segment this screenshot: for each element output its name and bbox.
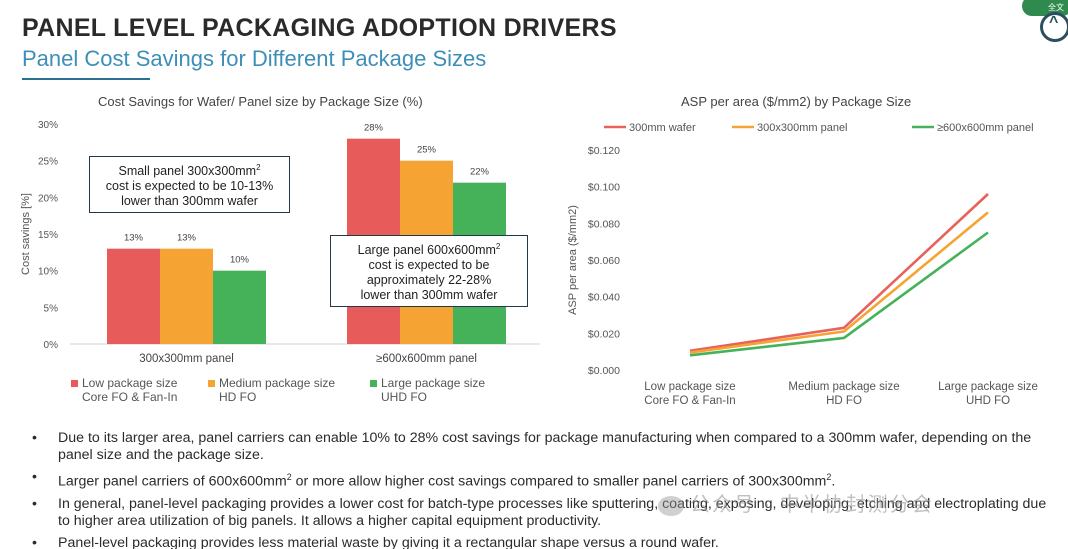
bullet-symbol: • — [32, 495, 37, 512]
wechat-icon — [658, 495, 684, 516]
legend-low-package: Low package size Core FO & Fan-In — [71, 376, 177, 404]
legend-swatch-red — [71, 380, 78, 387]
series-line — [689, 231, 989, 357]
chevron-up-icon: ^ — [1049, 14, 1059, 31]
legend-swatch-green — [370, 380, 377, 387]
y-tick-label: 30% — [38, 120, 58, 131]
y-tick-label: 5% — [44, 303, 59, 314]
x-category-label: Large package size — [938, 381, 1038, 393]
bar-data-label: 25% — [417, 145, 437, 156]
bullet-symbol: • — [32, 534, 37, 549]
page-subtitle: Panel Cost Savings for Different Package… — [22, 46, 487, 71]
y-tick-label: $0.120 — [588, 145, 620, 157]
legend-label: ≥600x600mm panel — [937, 122, 1034, 134]
y-tick-label: $0.100 — [588, 182, 620, 194]
y-axis-label: ASP per area ($/mm2) — [567, 205, 579, 315]
x-category-label: Medium package size — [788, 381, 899, 393]
legend-label: 300mm wafer — [629, 122, 696, 134]
x-category-label: Core FO & Fan-In — [644, 395, 735, 407]
x-category-label: 300x300mm panel — [139, 353, 234, 365]
y-tick-label: 25% — [38, 157, 58, 168]
bar — [213, 270, 266, 344]
bar-chart-title: Cost Savings for Wafer/ Panel size by Pa… — [98, 94, 423, 109]
y-tick-label: 15% — [38, 230, 58, 241]
series-line — [689, 211, 989, 354]
y-tick-label: 10% — [38, 267, 58, 278]
bullet-item: • Due to its larger area, panel carriers… — [32, 430, 1032, 463]
legend-medium-package: Medium package size HD FO — [208, 376, 335, 404]
bar — [107, 248, 160, 344]
page-title: PANEL LEVEL PACKAGING ADOPTION DRIVERS — [22, 14, 617, 42]
x-category-label: ≥600x600mm panel — [376, 353, 477, 365]
bar-data-label: 13% — [124, 233, 144, 244]
bullet-item: • Larger panel carriers of 600x600mm2 or… — [32, 469, 836, 490]
bullet-item: • In general, panel-level packaging prov… — [32, 495, 1047, 529]
line-chart-title: ASP per area ($/mm2) by Package Size — [681, 94, 912, 109]
series-line — [689, 193, 989, 353]
bullet-item: • Panel-level packaging provides less ma… — [30, 535, 1050, 549]
bar-data-label: 10% — [230, 255, 250, 266]
y-tick-label: $0.000 — [588, 365, 620, 377]
y-tick-label: 20% — [38, 193, 58, 204]
y-axis-label: Cost savings [%] — [20, 193, 32, 275]
bar-data-label: 28% — [364, 123, 384, 134]
y-tick-label: 0% — [44, 340, 59, 351]
bullet-symbol: • — [32, 430, 37, 446]
legend-label: 300x300mm panel — [757, 122, 848, 134]
legend-swatch-orange — [208, 380, 215, 387]
legend-large-package: Large package size UHD FO — [370, 376, 485, 404]
bar-data-label: 22% — [470, 167, 490, 178]
subtitle-underline — [22, 78, 150, 80]
bar-data-label: 13% — [177, 233, 197, 244]
bar — [160, 248, 213, 344]
collapse-button[interactable]: ^ — [1040, 12, 1068, 42]
y-tick-label: $0.040 — [588, 292, 620, 304]
x-category-label: UHD FO — [966, 395, 1010, 407]
bullet-symbol: • — [32, 469, 37, 485]
y-tick-label: $0.020 — [588, 328, 620, 340]
bullet-list: • Due to its larger area, panel carriers… — [30, 430, 1050, 549]
y-tick-label: $0.080 — [588, 218, 620, 230]
y-tick-label: $0.060 — [588, 255, 620, 267]
small-panel-callout: Small panel 300x300mm2 cost is expected … — [89, 156, 290, 214]
line-chart: $0.000 $0.020 $0.040 $0.060 $0.080 $0.100 $0.1… — [567, 122, 1038, 407]
x-category-label: HD FO — [826, 395, 862, 407]
watermark: 公众号 · 中半协封测分会 — [658, 488, 934, 517]
x-category-label: Low package size — [644, 381, 735, 393]
large-panel-callout: Large panel 600x600mm2 cost is expected … — [330, 235, 528, 308]
